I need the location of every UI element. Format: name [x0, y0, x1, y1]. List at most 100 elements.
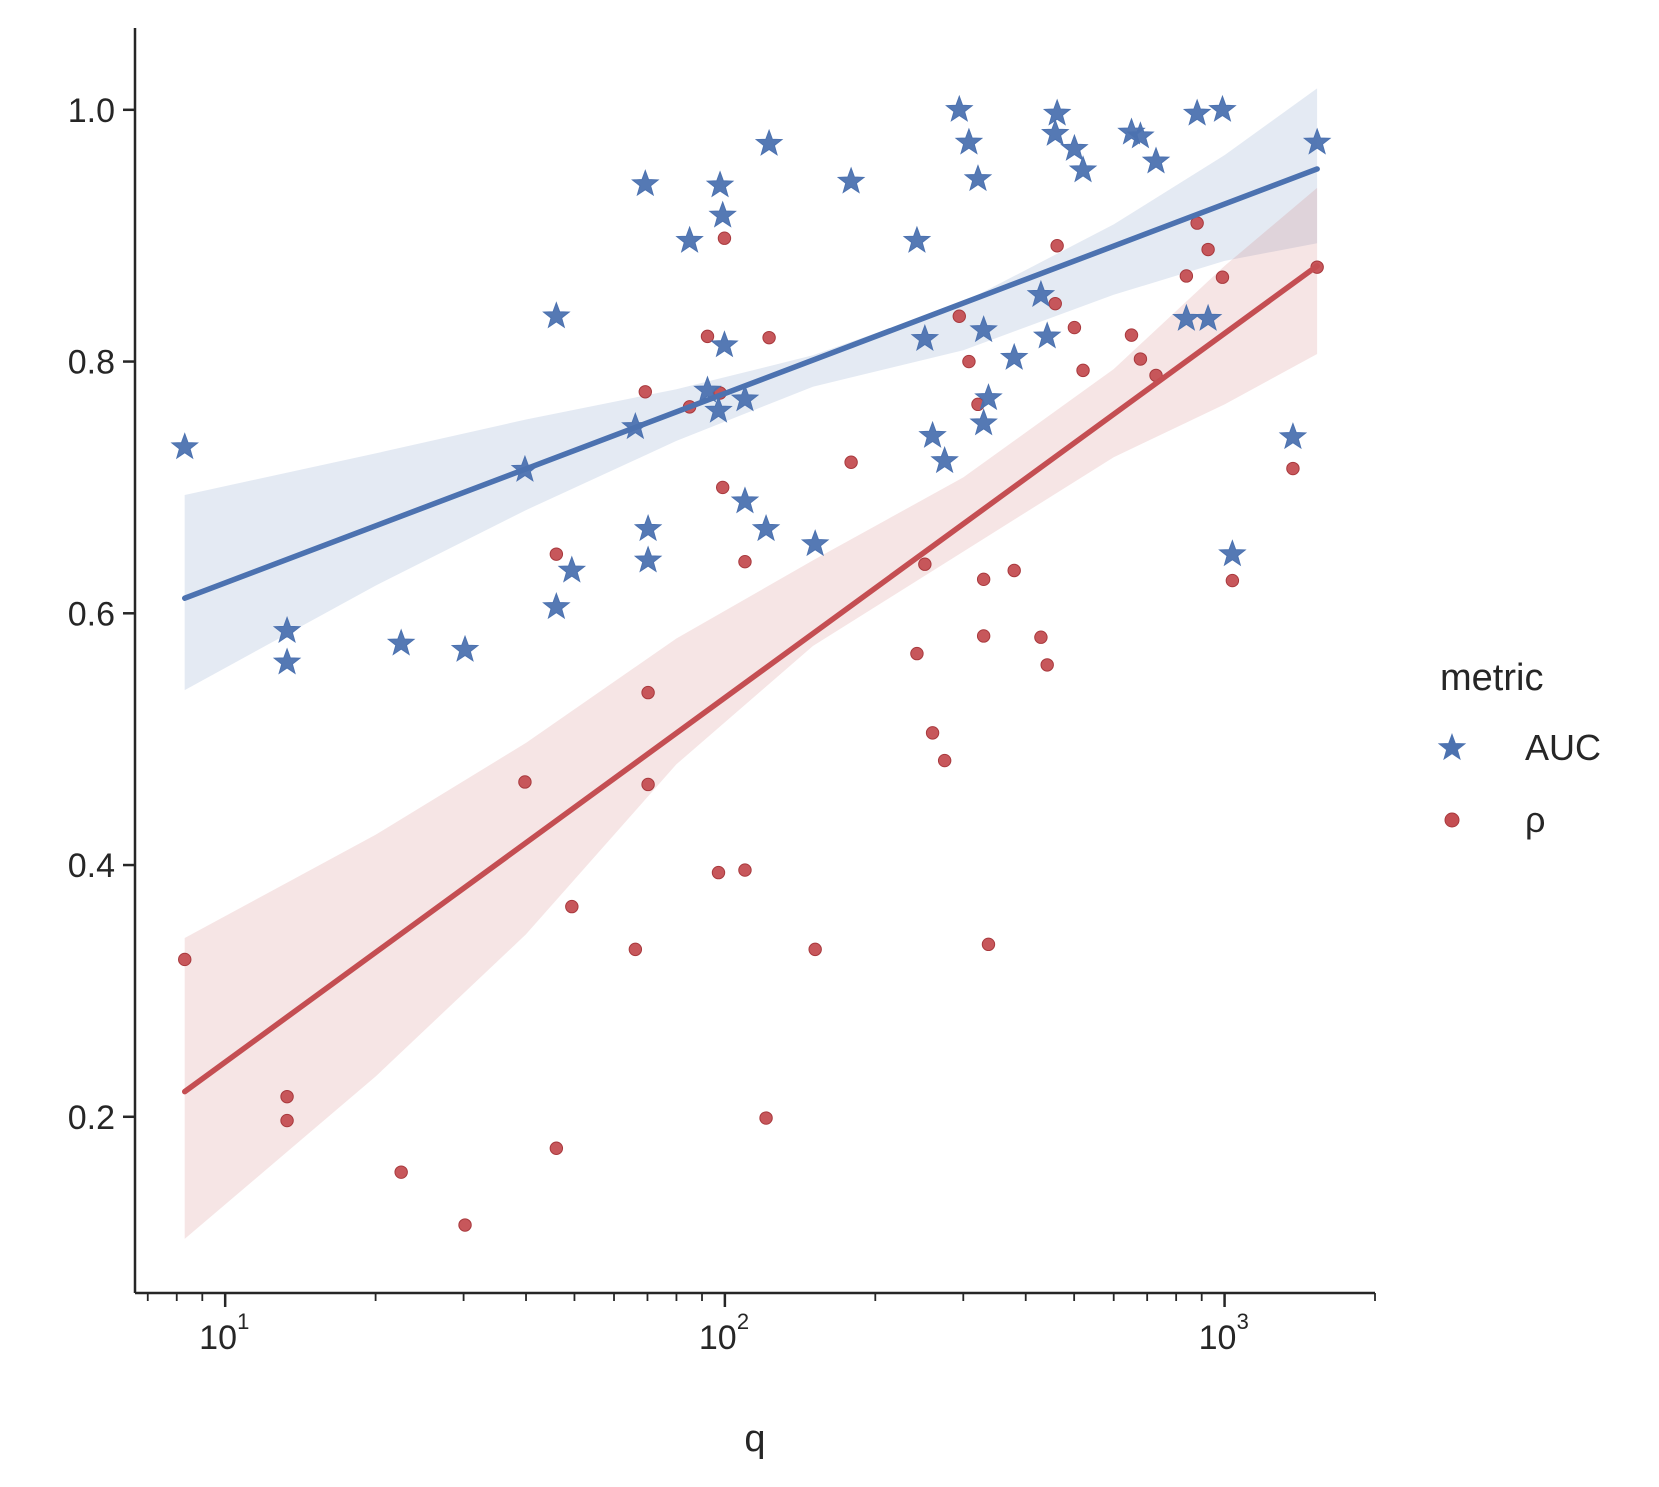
auc-point [1193, 303, 1223, 331]
legend-label-auc: AUC [1525, 727, 1601, 768]
rho-point [976, 629, 991, 643]
auc-point [272, 615, 302, 644]
auc-point [710, 330, 739, 358]
rho-point [1133, 352, 1148, 366]
auc-point [1302, 127, 1332, 155]
auc-point [675, 225, 704, 253]
auc-point [1026, 279, 1056, 307]
rho-point [1124, 328, 1139, 342]
fit-line-rho [181, 263, 1320, 1095]
rho-point [518, 775, 532, 789]
y-tick-label: 1.0 [68, 92, 115, 130]
legend: metric AUC ρ [1437, 657, 1601, 840]
ci-band-rho [184, 187, 1318, 1239]
auc-point [1218, 539, 1247, 567]
rho-point [918, 557, 932, 571]
auc-point [386, 628, 416, 656]
rho-point [638, 385, 652, 399]
rho-point [937, 753, 952, 768]
auc-point [633, 514, 663, 542]
auc-point [930, 446, 959, 474]
ci-band-auc [184, 88, 1318, 691]
auc-point [1060, 133, 1089, 161]
auc-point [1208, 94, 1237, 122]
fit-line-auc [181, 166, 1320, 601]
rho-point [458, 1218, 472, 1232]
auc-point [902, 225, 932, 253]
auc-point [1182, 98, 1212, 126]
auc-point [800, 529, 830, 557]
rho-point [844, 455, 858, 469]
auc-point [999, 342, 1029, 370]
rho-point [1179, 269, 1194, 283]
rho-point [925, 726, 940, 740]
legend-title: metric [1440, 657, 1543, 699]
auc-point [450, 634, 480, 662]
auc-point [1032, 321, 1062, 349]
y-tick-label: 0.4 [68, 847, 115, 885]
rho-point [1225, 573, 1240, 588]
auc-point [730, 384, 760, 412]
y-tick-label: 0.8 [68, 344, 115, 382]
auc-point [754, 128, 784, 156]
auc-point [910, 323, 940, 351]
rho-point [976, 572, 991, 587]
auc-point [708, 200, 737, 228]
rho-point [1201, 242, 1215, 257]
rho-point [549, 547, 564, 561]
auc-point [969, 315, 998, 343]
rho-point [1007, 563, 1021, 578]
rho-point [738, 554, 752, 569]
legend-label-rho: ρ [1525, 799, 1545, 840]
rho-point [1286, 461, 1300, 476]
rho-point [178, 952, 192, 967]
rho-point [1076, 363, 1090, 378]
rho-point [981, 937, 996, 952]
rho-point [1215, 270, 1230, 284]
auc-point [633, 545, 663, 573]
rho-point [717, 231, 732, 245]
auc-point [557, 555, 587, 583]
rho-point [762, 330, 776, 345]
auc-point [542, 301, 571, 329]
y-tick-label: 0.6 [68, 595, 115, 633]
regression-lines [181, 166, 1320, 1095]
y-tick-label: 0.2 [68, 1099, 115, 1137]
rho-point [1067, 320, 1082, 335]
auc-point [170, 432, 199, 460]
x-tick-exponent: 3 [1237, 1309, 1249, 1334]
auc-point [945, 94, 974, 122]
auc-point [963, 164, 993, 192]
rho-point [1050, 239, 1064, 253]
auc-point [969, 408, 998, 436]
auc-point [954, 127, 984, 155]
auc-point [836, 166, 866, 194]
rho-point [711, 865, 726, 880]
auc-point [1126, 121, 1155, 149]
rho-point [962, 354, 976, 369]
auc-point [974, 383, 1003, 411]
rho-point [641, 777, 655, 792]
x-tick-exponent: 2 [737, 1309, 749, 1334]
rho-point [759, 1111, 773, 1125]
x-tick-label: 10 [199, 1319, 237, 1357]
legend-marker-auc [1437, 733, 1467, 761]
rho-point [1048, 296, 1062, 311]
x-tick-label: 10 [1199, 1319, 1237, 1357]
auc-point [1141, 146, 1171, 174]
rho-point [738, 863, 752, 877]
auc-point [631, 169, 660, 197]
rho-point [910, 646, 924, 661]
axes: 0.20.40.60.81.010 1 10 2 10 3 [68, 28, 1376, 1357]
legend-marker-rho [1444, 812, 1460, 828]
rho-point [394, 1165, 408, 1179]
rho-point [628, 942, 643, 957]
rho-point [1034, 630, 1048, 644]
auc-point [730, 486, 760, 514]
rho-point [549, 1141, 564, 1155]
auc-point [1068, 155, 1098, 183]
rho-point [700, 329, 715, 344]
auc-point [705, 170, 735, 198]
auc-point [272, 647, 302, 675]
